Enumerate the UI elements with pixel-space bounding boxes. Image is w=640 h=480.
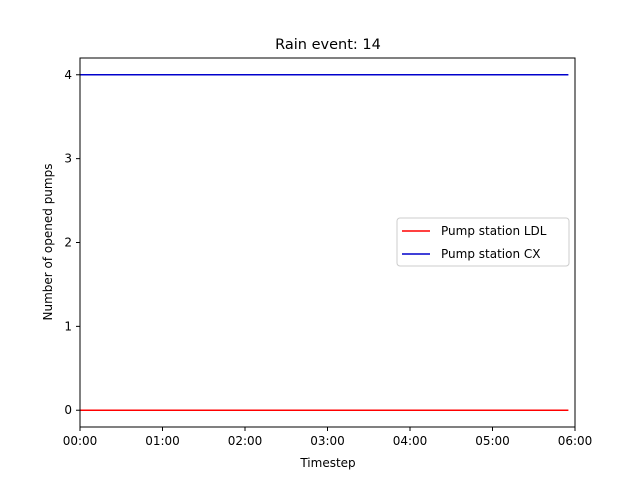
- y-axis: 0 1 2 3 4: [64, 68, 80, 417]
- y-tick-label: 4: [64, 68, 72, 82]
- y-tick-label: 2: [64, 236, 72, 250]
- x-tick-label: 02:00: [228, 434, 263, 448]
- legend-box: [396, 217, 570, 267]
- x-axis: 00:00 01:00 02:00 03:00 04:00 05:00 06:00: [63, 427, 593, 448]
- x-tick-label: 03:00: [310, 434, 345, 448]
- legend-label: Pump station CX: [441, 247, 540, 261]
- x-axis-label: Timestep: [299, 456, 355, 470]
- x-tick-label: 01:00: [145, 434, 180, 448]
- legend-label: Pump station LDL: [441, 224, 547, 238]
- y-tick-label: 1: [64, 319, 72, 333]
- x-tick-label: 06:00: [558, 434, 593, 448]
- plot-area: [80, 74, 569, 411]
- x-tick-label: 00:00: [63, 434, 98, 448]
- y-tick-label: 3: [64, 152, 72, 166]
- x-tick-label: 04:00: [393, 434, 428, 448]
- chart-title: Rain event: 14: [275, 37, 381, 53]
- legend: Pump station LDL Pump station CX: [396, 217, 570, 267]
- y-axis-label: Number of opened pumps: [41, 164, 55, 321]
- x-tick-label: 05:00: [475, 434, 510, 448]
- y-tick-label: 0: [64, 403, 72, 417]
